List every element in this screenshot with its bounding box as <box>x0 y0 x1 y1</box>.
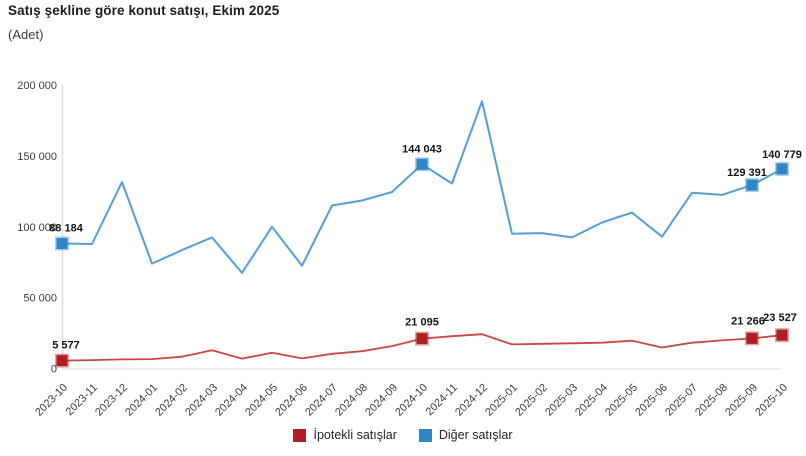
x-axis-tick-label: 2024-06 <box>273 382 310 419</box>
data-point-label: 88 184 <box>49 222 84 234</box>
y-axis-tick-label: 50 000 <box>23 293 57 305</box>
x-axis-tick-label: 2024-12 <box>453 382 490 419</box>
legend-item-ipotekli[interactable]: İpotekli satışlar <box>293 428 397 442</box>
legend-label-ipotekli: İpotekli satışlar <box>313 428 397 442</box>
y-axis-tick-label: 150 000 <box>17 151 57 163</box>
x-axis-tick-label: 2024-03 <box>183 382 220 419</box>
x-axis-tick-label: 2025-03 <box>543 382 580 419</box>
x-axis-tick-label: 2023-10 <box>33 382 70 419</box>
legend-swatch-red <box>293 428 307 442</box>
data-point-label: 129 391 <box>727 167 767 179</box>
data-point-marker[interactable] <box>55 236 69 251</box>
x-axis-tick-label: 2025-09 <box>723 382 760 419</box>
data-point-label: 21 095 <box>405 317 439 329</box>
x-axis-tick-label: 2023-12 <box>93 382 130 419</box>
x-axis-tick-label: 2025-06 <box>633 382 670 419</box>
y-axis-tick-label: 100 000 <box>17 222 57 234</box>
data-point-marker[interactable] <box>775 161 789 176</box>
x-axis-tick-label: 2025-07 <box>663 382 700 419</box>
x-axis-tick-label: 2024-08 <box>333 382 370 419</box>
x-axis-tick-label: 2024-09 <box>363 382 400 419</box>
data-point-label: 21 266 <box>731 315 765 327</box>
y-axis-tick-label: 0 <box>51 364 57 376</box>
data-point-label: 5 577 <box>52 340 80 352</box>
chart-title: Satış şekline göre konut satışı, Ekim 20… <box>8 3 280 18</box>
data-point-marker[interactable] <box>415 157 429 172</box>
data-point-label: 144 043 <box>402 143 442 155</box>
x-axis-tick-label: 2025-01 <box>483 382 520 419</box>
x-axis-tick-label: 2024-01 <box>123 382 160 419</box>
x-axis-tick-label: 2024-04 <box>213 382 250 419</box>
legend: İpotekli satışlar Diğer satışlar <box>0 428 806 442</box>
x-axis-tick-label: 2024-07 <box>303 382 340 419</box>
x-axis-tick-label: 2025-02 <box>513 382 550 419</box>
data-point-label: 23 527 <box>763 312 797 324</box>
data-point-marker[interactable] <box>745 331 759 346</box>
x-axis-tick-label: 2024-10 <box>393 382 430 419</box>
data-point-marker[interactable] <box>745 178 759 193</box>
legend-swatch-blue <box>418 428 432 442</box>
data-point-marker[interactable] <box>55 353 69 368</box>
series-line-diger <box>61 100 783 274</box>
legend-item-diger[interactable]: Diğer satışlar <box>418 428 513 442</box>
legend-label-diger: Diğer satışlar <box>438 428 513 442</box>
x-axis-tick-label: 2024-05 <box>243 382 280 419</box>
x-axis-tick-label: 2025-08 <box>693 382 730 419</box>
x-axis-tick-label: 2025-04 <box>573 382 610 419</box>
data-point-marker[interactable] <box>415 331 429 346</box>
x-axis-tick-label: 2025-10 <box>753 382 790 419</box>
chart-subtitle: (Adet) <box>8 27 44 42</box>
y-axis-tick-label: 200 000 <box>17 80 57 92</box>
x-axis-tick-label: 2024-02 <box>153 382 190 419</box>
data-point-label: 140 779 <box>762 149 802 161</box>
data-point-marker[interactable] <box>775 328 789 343</box>
x-axis-tick-label: 2025-05 <box>603 382 640 419</box>
